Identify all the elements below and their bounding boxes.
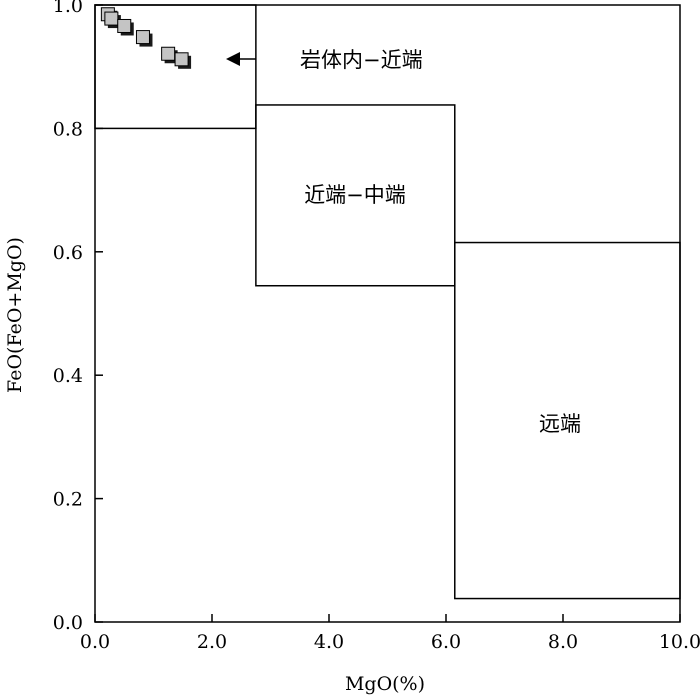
region-box-1 <box>255 104 456 287</box>
y-tick-label-0: 0.0 <box>53 612 83 634</box>
plot-frame <box>94 4 681 623</box>
data-point-3 <box>135 30 150 45</box>
region-label-far: 远端 <box>539 412 581 436</box>
axes-layer: 0.0 2.0 4.0 6.0 8.0 10.0 0.0 0.2 0.4 0.6 0.8 1.0 <box>53 0 700 653</box>
x-tick-label-0: 0.0 <box>80 631 110 653</box>
x-tick-label-5: 10.0 <box>659 631 700 653</box>
x-axis-title: MgO(%) <box>345 673 425 695</box>
data-point-1 <box>104 11 119 26</box>
regions-layer <box>94 4 681 600</box>
y-tick-label-3: 0.6 <box>53 242 83 264</box>
y-tick-label-5: 1.0 <box>53 0 83 17</box>
region-label-mid: 近端−中端 <box>304 183 406 207</box>
y-tick-label-4: 0.8 <box>53 118 83 140</box>
x-tick-label-2: 4.0 <box>314 631 344 653</box>
x-tick-label-4: 8.0 <box>548 631 578 653</box>
y-axis-title: FeO(FeO+MgO) <box>4 237 26 393</box>
points-layer <box>100 7 192 69</box>
data-point-4 <box>161 46 176 61</box>
data-point-5 <box>174 52 189 67</box>
region-label-near-text: 岩体内−近端 <box>300 48 423 72</box>
y-tick-label-1: 0.2 <box>53 489 83 511</box>
y-tick-label-2: 0.4 <box>53 365 83 387</box>
data-point-2 <box>117 18 132 33</box>
region-label-near: 岩体内−近端 <box>226 48 423 72</box>
x-tick-label-1: 2.0 <box>197 631 227 653</box>
x-tick-label-3: 6.0 <box>431 631 461 653</box>
region-label-arrow-head <box>226 52 240 66</box>
